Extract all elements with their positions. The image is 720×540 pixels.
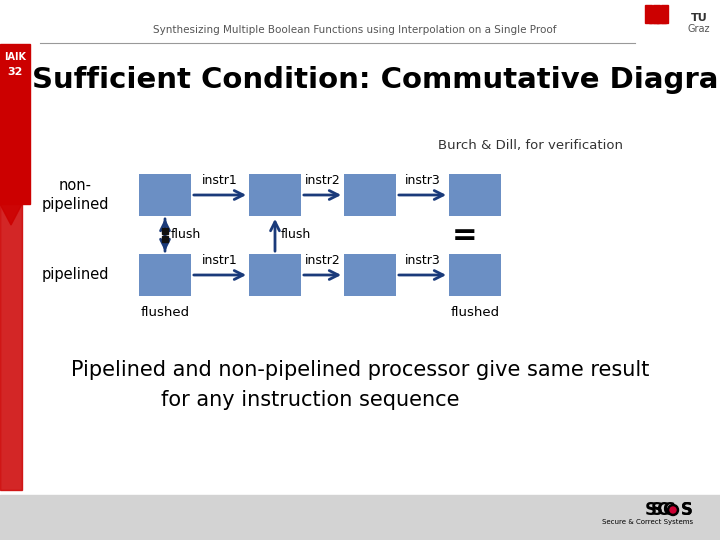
Text: flush: flush [281, 228, 311, 241]
Text: IAIK: IAIK [4, 52, 26, 62]
Bar [645, 5, 652, 23]
Text: Pipelined and non-pipelined processor give same result: Pipelined and non-pipelined processor gi… [71, 360, 649, 380]
Text: Graz: Graz [688, 24, 710, 34]
Bar [661, 5, 668, 23]
Text: flushed: flushed [140, 306, 189, 319]
Bar [249, 174, 301, 216]
Text: flushed: flushed [451, 306, 500, 319]
Text: SC S: SC S [651, 501, 693, 519]
Text: Sufficient Condition: Commutative Diagram: Sufficient Condition: Commutative Diagra… [32, 66, 720, 94]
Text: instr3: instr3 [405, 254, 441, 267]
Text: SC  S: SC S [645, 501, 693, 519]
Bar [0, 44, 30, 204]
Circle shape [670, 507, 676, 513]
Bar [344, 174, 396, 216]
Bar [653, 5, 660, 23]
Text: Burch & Dill, for verification: Burch & Dill, for verification [438, 138, 623, 152]
Text: Synthesizing Multiple Boolean Functions using Interpolation on a Single Proof: Synthesizing Multiple Boolean Functions … [153, 25, 557, 35]
Circle shape [667, 504, 678, 516]
Bar [0, 200, 22, 490]
Text: for any instruction sequence: for any instruction sequence [161, 390, 459, 410]
Polygon shape [0, 204, 22, 225]
Text: non-
pipelined: non- pipelined [41, 178, 109, 212]
Bar [344, 254, 396, 296]
Text: instr2: instr2 [305, 174, 341, 187]
Bar [449, 174, 501, 216]
Text: pipelined: pipelined [41, 267, 109, 282]
Bar [449, 254, 501, 296]
Bar [657, 16, 666, 23]
Text: flush: flush [171, 228, 202, 241]
Bar [139, 254, 191, 296]
Text: Secure & Correct Systems: Secure & Correct Systems [602, 519, 693, 525]
Text: instr3: instr3 [405, 174, 441, 187]
Text: instr1: instr1 [202, 254, 238, 267]
Text: TU: TU [690, 13, 707, 23]
Text: instr1: instr1 [202, 174, 238, 187]
Text: 32: 32 [7, 67, 23, 77]
Text: =: = [452, 220, 478, 249]
Text: instr2: instr2 [305, 254, 341, 267]
Bar [139, 174, 191, 216]
Bar [649, 16, 657, 23]
Bar [0, 495, 720, 540]
Bar [249, 254, 301, 296]
